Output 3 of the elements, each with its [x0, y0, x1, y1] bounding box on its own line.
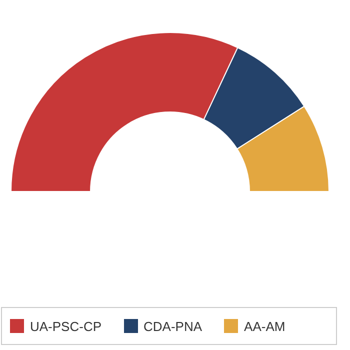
legend-label: UA-PSC-CP — [30, 318, 102, 334]
legend-label: CDA-PNA — [144, 318, 202, 334]
legend-label: AA-AM — [244, 318, 286, 334]
